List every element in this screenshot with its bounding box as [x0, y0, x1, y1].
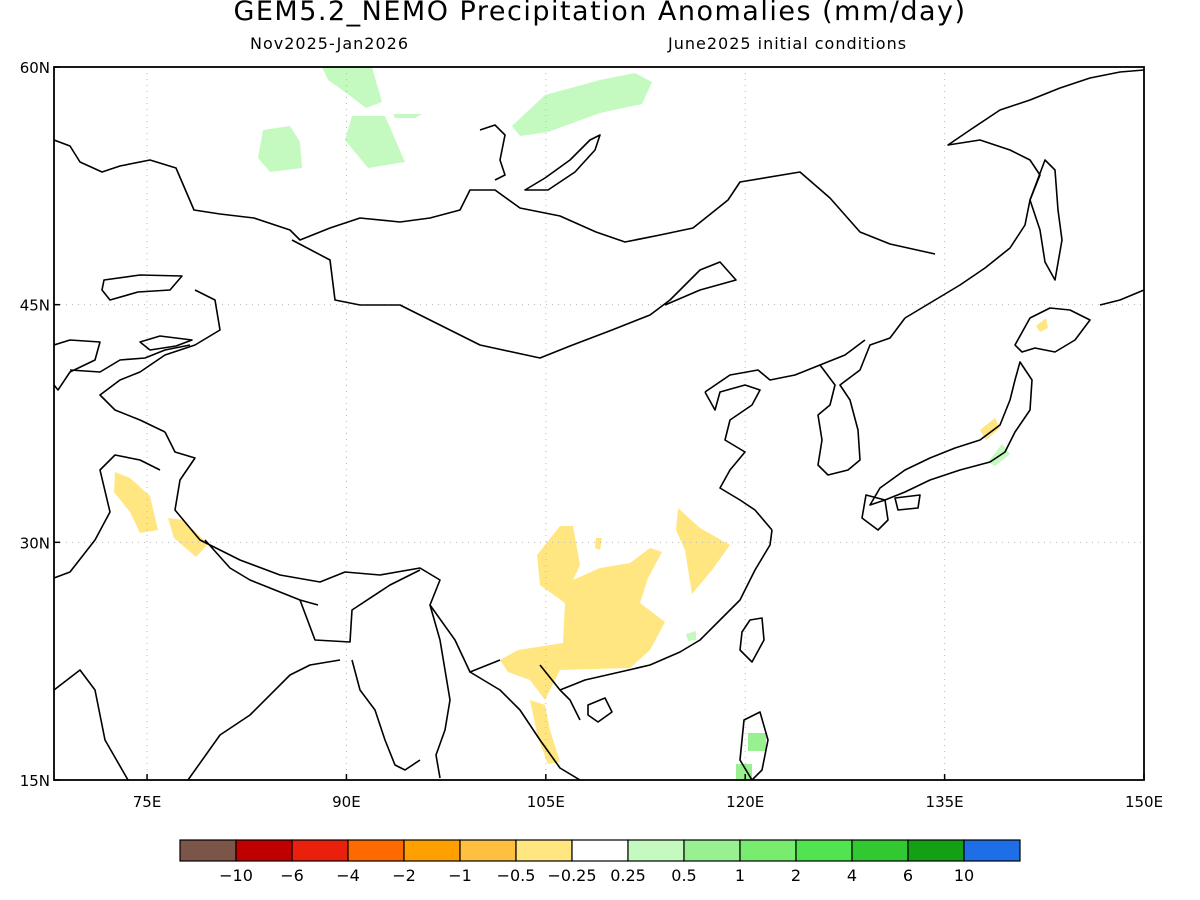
caspian-aral-coast — [54, 339, 101, 391]
kyushu-island — [861, 494, 889, 531]
taiwan-island — [739, 617, 765, 663]
colorbar-label: −4 — [336, 866, 360, 885]
colorbar: −10 −6 −4 −2 −1 −0.5 −0.25 0.25 0.5 1 2 4 6 10 — [179, 839, 1021, 885]
russia-far-east-coast — [904, 69, 1144, 319]
lat-tick-label: 15N — [20, 772, 50, 790]
sakhalin-island — [1029, 159, 1063, 281]
colorbar-swatch — [235, 839, 293, 862]
wet-anomaly-kazakhstan — [258, 126, 302, 172]
colorbar-label: −10 — [219, 866, 253, 885]
wet-anomaly-west-siberia-2 — [345, 116, 405, 168]
mongolia-china-border — [291, 239, 737, 359]
india-china-border — [164, 431, 501, 673]
india-west-coast — [54, 669, 129, 780]
reservoir — [479, 124, 506, 181]
colorbar-label: −0.25 — [547, 866, 596, 885]
bangladesh-myanmar-border — [299, 569, 421, 643]
lon-tick-label: 105E — [527, 793, 565, 811]
colorbar-label: −1 — [448, 866, 472, 885]
colorbar-label: 1 — [735, 866, 745, 885]
lat-tick-label: 45N — [20, 297, 50, 315]
korean-peninsula — [817, 317, 906, 476]
colorbar-swatch — [291, 839, 349, 862]
myanmar-thailand-border — [429, 604, 451, 779]
colorbar-label: 10 — [954, 866, 974, 885]
pakistan-coast — [54, 454, 161, 579]
colorbar-swatch — [347, 839, 405, 862]
laos-vietnam-border — [469, 671, 581, 780]
colorbar-label: 4 — [847, 866, 857, 885]
colorbar-swatch — [963, 839, 1021, 862]
longitude-axis: 75E 90E 105E 120E 135E 150E — [133, 774, 1163, 811]
lon-tick-label: 90E — [332, 793, 361, 811]
colorbar-swatch — [627, 839, 685, 862]
colorbar-swatch — [683, 839, 741, 862]
hainan-island — [587, 697, 613, 723]
colorbar-swatch — [739, 839, 797, 862]
wet-anomaly-philippines — [736, 733, 766, 780]
luzon-island — [739, 711, 769, 780]
dry-anomaly-south-china — [500, 526, 665, 700]
dry-anomaly-hokkaido — [1036, 318, 1048, 332]
lon-tick-label: 135E — [926, 793, 964, 811]
dry-anomaly-indochina — [530, 700, 560, 764]
colorbar-label: 0.25 — [610, 866, 646, 885]
honshu-island — [869, 361, 1033, 506]
kazakhstan-russia-border — [54, 139, 936, 255]
forecast-period: Nov2025-Jan2026 — [250, 34, 409, 53]
china-south-coast — [559, 529, 773, 691]
grid-lines — [54, 67, 1144, 780]
colorbar-label: −6 — [280, 866, 304, 885]
liaodong-coast — [704, 339, 866, 393]
dry-anomaly-small-china — [595, 538, 602, 550]
latitude-axis: 15N 30N 45N 60N — [20, 59, 60, 790]
anomaly-shading — [114, 67, 1048, 780]
nepal-border — [204, 539, 319, 606]
dry-anomaly-east-china — [676, 508, 730, 594]
colorbar-swatch — [907, 839, 965, 862]
colorbar-swatch — [571, 839, 629, 862]
initial-conditions: June2025 initial conditions — [668, 34, 908, 53]
wet-anomaly-south-siberia — [393, 114, 422, 118]
dry-anomaly-himalaya — [168, 518, 208, 557]
wet-anomaly-baikal — [512, 73, 652, 136]
colorbar-swatch — [795, 839, 853, 862]
shikoku-island — [894, 494, 921, 511]
colorbar-swatch — [459, 839, 517, 862]
colorbar-label: −0.5 — [497, 866, 536, 885]
kyrgyz-tajik-border — [69, 344, 191, 373]
colorbar-label: 6 — [903, 866, 913, 885]
colorbar-label: −2 — [392, 866, 416, 885]
colorbar-swatch — [851, 839, 909, 862]
lon-tick-label: 150E — [1125, 793, 1163, 811]
lat-tick-label: 30N — [20, 534, 50, 552]
lon-tick-label: 75E — [133, 793, 162, 811]
kamchatka-coast — [1099, 289, 1144, 306]
chart-title: GEM5.2_NEMO Precipitation Anomalies (mm/… — [233, 0, 967, 27]
dry-anomaly-honshu — [980, 418, 1000, 440]
colorbar-swatch — [515, 839, 573, 862]
myanmar-coast — [351, 659, 421, 771]
lon-tick-label: 120E — [726, 793, 764, 811]
lake-baikal — [524, 134, 601, 191]
colorbar-label: 0.5 — [671, 866, 696, 885]
lat-tick-label: 60N — [20, 59, 50, 77]
coastlines-and-borders — [54, 69, 1144, 780]
aral-sea-coast — [101, 274, 183, 301]
kazakhstan-china-border — [99, 289, 221, 433]
map-frame — [53, 66, 1145, 781]
china-east-coast — [704, 384, 773, 531]
lake-balkhash — [139, 335, 193, 351]
wet-anomaly-taiwan — [686, 631, 696, 641]
hokkaido-island — [1014, 307, 1091, 353]
dry-anomaly-pakistan — [114, 472, 158, 533]
colorbar-label: 2 — [791, 866, 801, 885]
colorbar-swatch — [403, 839, 461, 862]
vietnam-coast — [539, 664, 581, 721]
wet-anomaly-west-siberia — [322, 67, 382, 108]
colorbar-swatch — [179, 839, 237, 862]
india-east-coast — [187, 659, 341, 780]
